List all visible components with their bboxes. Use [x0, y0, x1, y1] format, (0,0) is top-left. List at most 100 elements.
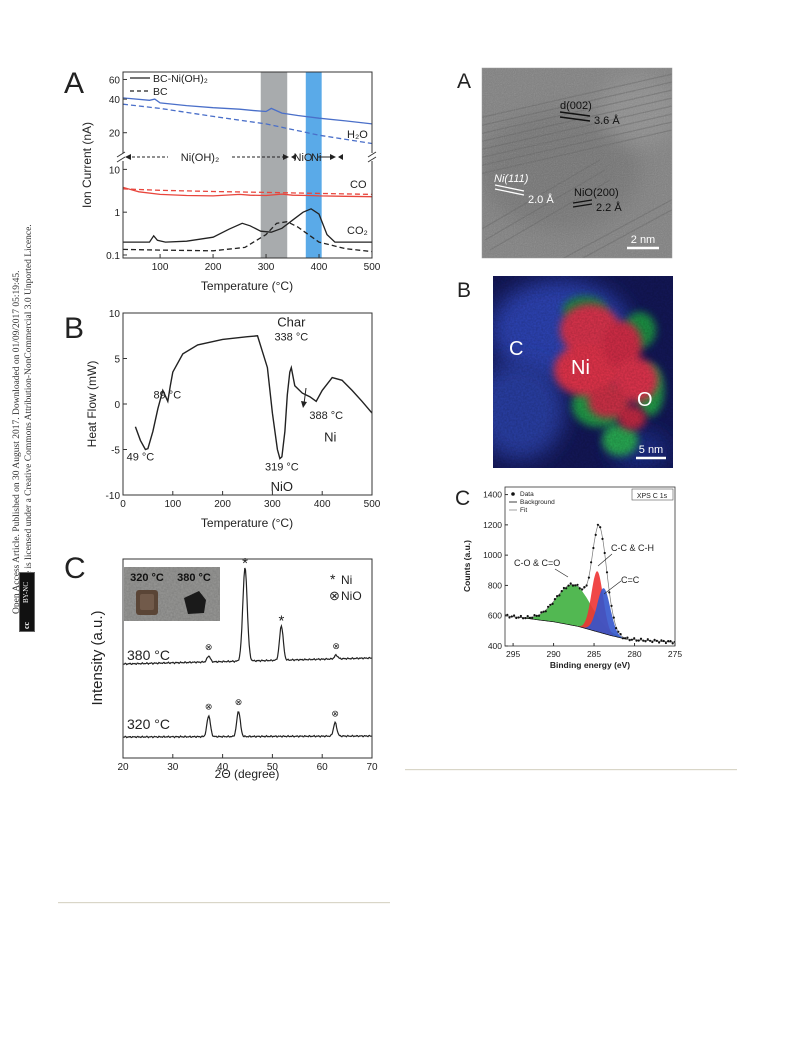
xps-data-point: [574, 584, 577, 587]
panel-label-right-a: A: [457, 70, 471, 93]
ms-legend: BC-Ni(OH)₂ BC: [130, 73, 208, 98]
xps-ylabel: Counts (a.u.): [462, 540, 472, 592]
ms-series-line-0: [123, 97, 372, 125]
xps-data-point: [587, 576, 591, 579]
xps-peak-fill-1: [505, 571, 675, 643]
xrd-peak-marker: ⊗: [235, 697, 243, 707]
license-sidebar: Open Access Article. Published on 30 Aug…: [0, 0, 40, 1039]
ms-series-group: [123, 97, 372, 253]
ms-series-line-4: [123, 208, 372, 243]
dsc-annotation: Ni: [324, 429, 336, 444]
xrd-peak-markers: ⊗**⊗⊗ ⊗⊗: [205, 555, 340, 719]
dsc-annotation: Char: [277, 315, 306, 330]
xps-data-point: [630, 638, 634, 641]
legend-ni: Ni: [341, 573, 352, 587]
xps-data-point: [590, 561, 593, 564]
dsc-xtick-label: 0: [120, 499, 126, 510]
region-label-nioh2: Ni(OH)₂: [181, 152, 219, 164]
xps-data-point: [662, 639, 665, 643]
xrd-peak-marker: *: [242, 555, 248, 572]
xps-data-point: [667, 640, 670, 643]
xps-ytick-label: 400: [488, 641, 502, 651]
xps-data-point: [578, 587, 581, 590]
xrd-label-380: 380 °C: [127, 647, 170, 663]
xps-ytick-label: 1400: [483, 490, 502, 500]
dsc-annotation: 388 °C: [309, 410, 343, 422]
xps-data-point: [594, 533, 597, 537]
xps-data-point: [571, 584, 575, 587]
ms-ytick-label: 1: [114, 208, 120, 219]
dsc-arrowhead-388: [301, 401, 307, 408]
xps-data-point: [644, 640, 647, 643]
xrd-inset-photo: 320 °C 380 °C: [124, 567, 220, 621]
xps-data-point: [612, 616, 615, 619]
xps-data-point: [556, 595, 559, 598]
xps-data-point: [515, 616, 518, 620]
panel-label-right-c: C: [455, 487, 470, 510]
xps-label-co: C-O & C=O: [514, 558, 560, 568]
panel-right-b: B C Ni O: [457, 276, 673, 468]
xps-data-point: [619, 633, 622, 636]
eds-label-o: O: [637, 389, 653, 411]
xps-ytick-label: 600: [488, 611, 502, 621]
xps-data-point: [669, 640, 672, 643]
xps-data-point: [637, 639, 640, 642]
ms-xlabel: Temperature (°C): [201, 279, 293, 293]
xps-data-point: [576, 583, 579, 586]
xps-xtick-label: 275: [668, 649, 682, 659]
svg-text:⊗: ⊗: [329, 588, 340, 603]
panel-label-right-b: B: [457, 279, 471, 302]
ms-axis-ticks: 100 200 300 400 500 60 40 20 10 1 0.1: [106, 75, 381, 273]
xrd-peak-marker: ⊗: [205, 642, 213, 652]
xps-data-point: [596, 523, 600, 526]
xps-data-point: [551, 602, 554, 606]
xps-title-box: [631, 488, 674, 501]
dsc-axis-ticks: 0 100 200 300 400 500 -10 -5 0 5 10: [106, 309, 381, 510]
dsc-xlabel: Temperature (°C): [201, 516, 293, 530]
xps-data-point: [537, 614, 541, 617]
xps-data-point: [533, 614, 536, 617]
xps-data-point: [540, 611, 543, 614]
xps-data-point: [567, 584, 570, 587]
ms-axis-break: [116, 151, 377, 163]
panel-left-a: A 100 200 300 400 500 60 40 20 10 1 0.1 Ni(OH)₂ Ni…: [64, 67, 381, 293]
ms-series-line-5: [123, 221, 372, 253]
xps-data-point: [528, 616, 532, 619]
panel-left-c: C 20 30 40 50 60 70 ⊗**⊗⊗ ⊗⊗ 320 °C 380 °C * N…: [64, 552, 378, 781]
xrd-xlabel: 2Θ (degree): [215, 767, 280, 781]
xps-title: XPS C 1s: [637, 493, 668, 500]
xrd-plot-frame: [122, 558, 373, 759]
xps-data-point: [585, 584, 588, 587]
tem-annotations: d(002) 3.6 Å Ni(111) 2.0 Å NiO(200) 2.2 …: [494, 100, 622, 214]
xps-data-point: [569, 582, 572, 585]
xps-series-group: [505, 523, 675, 645]
dsc-ytick-label: 0: [114, 400, 120, 411]
tem-label-ni111: Ni(111): [494, 173, 529, 185]
xrd-xtick-label: 20: [117, 762, 129, 773]
xps-xtick-label: 295: [506, 649, 520, 659]
xrd-xtick-label: 40: [217, 762, 229, 773]
region-nio: [260, 72, 288, 258]
xrd-series-line-1: [123, 711, 372, 739]
dsc-annotation: NiO: [271, 479, 293, 494]
xrd-xtick-label: 70: [366, 762, 378, 773]
label-co: CO: [350, 179, 367, 191]
xrd-peak-marker: ⊗: [205, 702, 213, 712]
dsc-ytick-label: -10: [106, 491, 121, 502]
xps-data-point: [510, 615, 513, 618]
panel-label-left-c: C: [64, 552, 86, 585]
xrd-xtick-label: 50: [267, 762, 279, 773]
legend-label-bc: BC: [153, 86, 168, 98]
ms-xtick-label: 300: [258, 262, 275, 273]
ms-ytick-label: 20: [109, 129, 121, 140]
xps-data-point: [635, 639, 638, 642]
dsc-plot-frame: [122, 312, 373, 496]
xps-data-point: [671, 642, 674, 645]
xps-peak-labels: C-O & C=O C-C & C-H C=C: [514, 543, 654, 595]
xrd-series-line-0: [123, 567, 372, 666]
xps-data-point: [649, 639, 652, 642]
xps-ytick-label: 1000: [483, 550, 502, 560]
ms-series-line-3: [123, 188, 372, 196]
